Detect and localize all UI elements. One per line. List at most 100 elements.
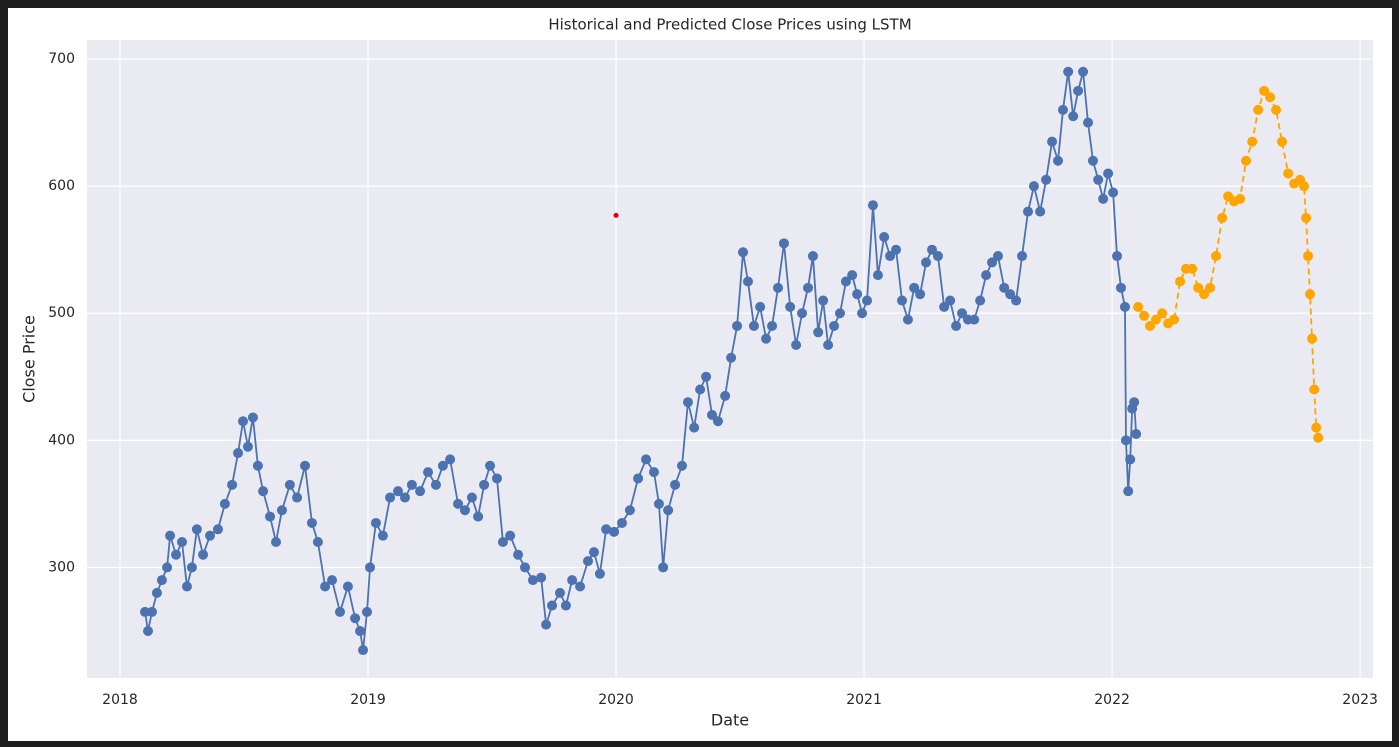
data-point bbox=[1276, 136, 1287, 147]
data-point bbox=[1139, 310, 1150, 321]
data-point bbox=[677, 460, 688, 471]
data-point bbox=[981, 270, 992, 281]
data-point bbox=[276, 505, 287, 516]
data-point bbox=[370, 517, 381, 528]
data-point bbox=[1116, 282, 1127, 293]
data-point bbox=[1283, 168, 1294, 179]
x-tick-label: 2018 bbox=[102, 692, 138, 708]
data-point bbox=[742, 276, 753, 287]
data-point bbox=[358, 645, 369, 656]
data-point bbox=[778, 238, 789, 249]
data-point bbox=[165, 530, 176, 541]
data-point bbox=[1193, 282, 1204, 293]
data-point bbox=[755, 301, 766, 312]
data-point bbox=[857, 308, 868, 319]
data-point bbox=[140, 606, 151, 617]
data-point bbox=[186, 562, 197, 573]
data-point bbox=[992, 251, 1003, 262]
data-point bbox=[1057, 104, 1068, 115]
data-point bbox=[1125, 454, 1136, 465]
data-point bbox=[613, 212, 619, 218]
data-point bbox=[312, 537, 323, 548]
data-point bbox=[1145, 320, 1156, 331]
data-point bbox=[205, 530, 216, 541]
data-point bbox=[852, 289, 863, 300]
data-point bbox=[641, 454, 652, 465]
data-point bbox=[473, 511, 484, 522]
data-point bbox=[1133, 301, 1144, 312]
data-point bbox=[1313, 432, 1324, 443]
data-point bbox=[1108, 187, 1119, 198]
data-point bbox=[732, 320, 743, 331]
data-point bbox=[430, 479, 441, 490]
data-point bbox=[840, 276, 851, 287]
data-point bbox=[171, 549, 182, 560]
data-point bbox=[902, 314, 913, 325]
data-point bbox=[834, 308, 845, 319]
data-point bbox=[1017, 251, 1028, 262]
data-point bbox=[1103, 168, 1114, 179]
data-point bbox=[872, 270, 883, 281]
data-point bbox=[945, 295, 956, 306]
data-point bbox=[1073, 85, 1084, 96]
data-point bbox=[362, 606, 373, 617]
data-point bbox=[748, 320, 759, 331]
data-point bbox=[567, 575, 578, 586]
data-point bbox=[648, 467, 659, 478]
y-tick-label: 600 bbox=[48, 178, 75, 194]
data-point bbox=[265, 511, 276, 522]
data-point bbox=[1047, 136, 1058, 147]
data-point bbox=[1131, 428, 1142, 439]
data-point bbox=[939, 301, 950, 312]
data-point bbox=[415, 486, 426, 497]
data-point bbox=[191, 524, 202, 535]
data-point bbox=[300, 460, 311, 471]
data-point bbox=[951, 320, 962, 331]
data-point bbox=[1306, 333, 1317, 344]
data-point bbox=[1241, 155, 1252, 166]
x-tick-label: 2021 bbox=[846, 692, 882, 708]
data-point bbox=[682, 397, 693, 408]
data-point bbox=[219, 498, 230, 509]
data-point bbox=[616, 517, 627, 528]
data-point bbox=[162, 562, 173, 573]
data-point bbox=[670, 479, 681, 490]
data-point bbox=[847, 270, 858, 281]
data-point bbox=[818, 295, 829, 306]
data-point bbox=[1063, 66, 1074, 77]
data-point bbox=[1187, 263, 1198, 274]
data-point bbox=[583, 556, 594, 567]
data-point bbox=[1299, 181, 1310, 192]
data-point bbox=[364, 562, 375, 573]
data-point bbox=[1005, 289, 1016, 300]
data-point bbox=[891, 244, 902, 255]
data-point bbox=[720, 390, 731, 401]
data-point bbox=[1028, 181, 1039, 192]
data-point bbox=[1068, 111, 1079, 122]
data-point bbox=[306, 517, 317, 528]
data-point bbox=[915, 289, 926, 300]
data-point bbox=[385, 492, 396, 503]
data-point bbox=[588, 547, 599, 558]
data-point bbox=[513, 549, 524, 560]
data-point bbox=[1217, 212, 1228, 223]
data-point bbox=[663, 505, 674, 516]
data-point bbox=[1120, 435, 1131, 446]
data-point bbox=[547, 600, 558, 611]
data-point bbox=[813, 327, 824, 338]
data-point bbox=[897, 295, 908, 306]
x-tick-label: 2022 bbox=[1094, 692, 1130, 708]
data-point bbox=[212, 524, 223, 535]
data-point bbox=[695, 384, 706, 395]
data-point bbox=[594, 568, 605, 579]
data-point bbox=[927, 244, 938, 255]
data-point bbox=[146, 606, 157, 617]
data-point bbox=[738, 247, 749, 258]
data-point bbox=[1119, 301, 1130, 312]
data-point bbox=[862, 295, 873, 306]
data-point bbox=[803, 282, 814, 293]
data-point bbox=[497, 537, 508, 548]
data-point bbox=[807, 251, 818, 262]
